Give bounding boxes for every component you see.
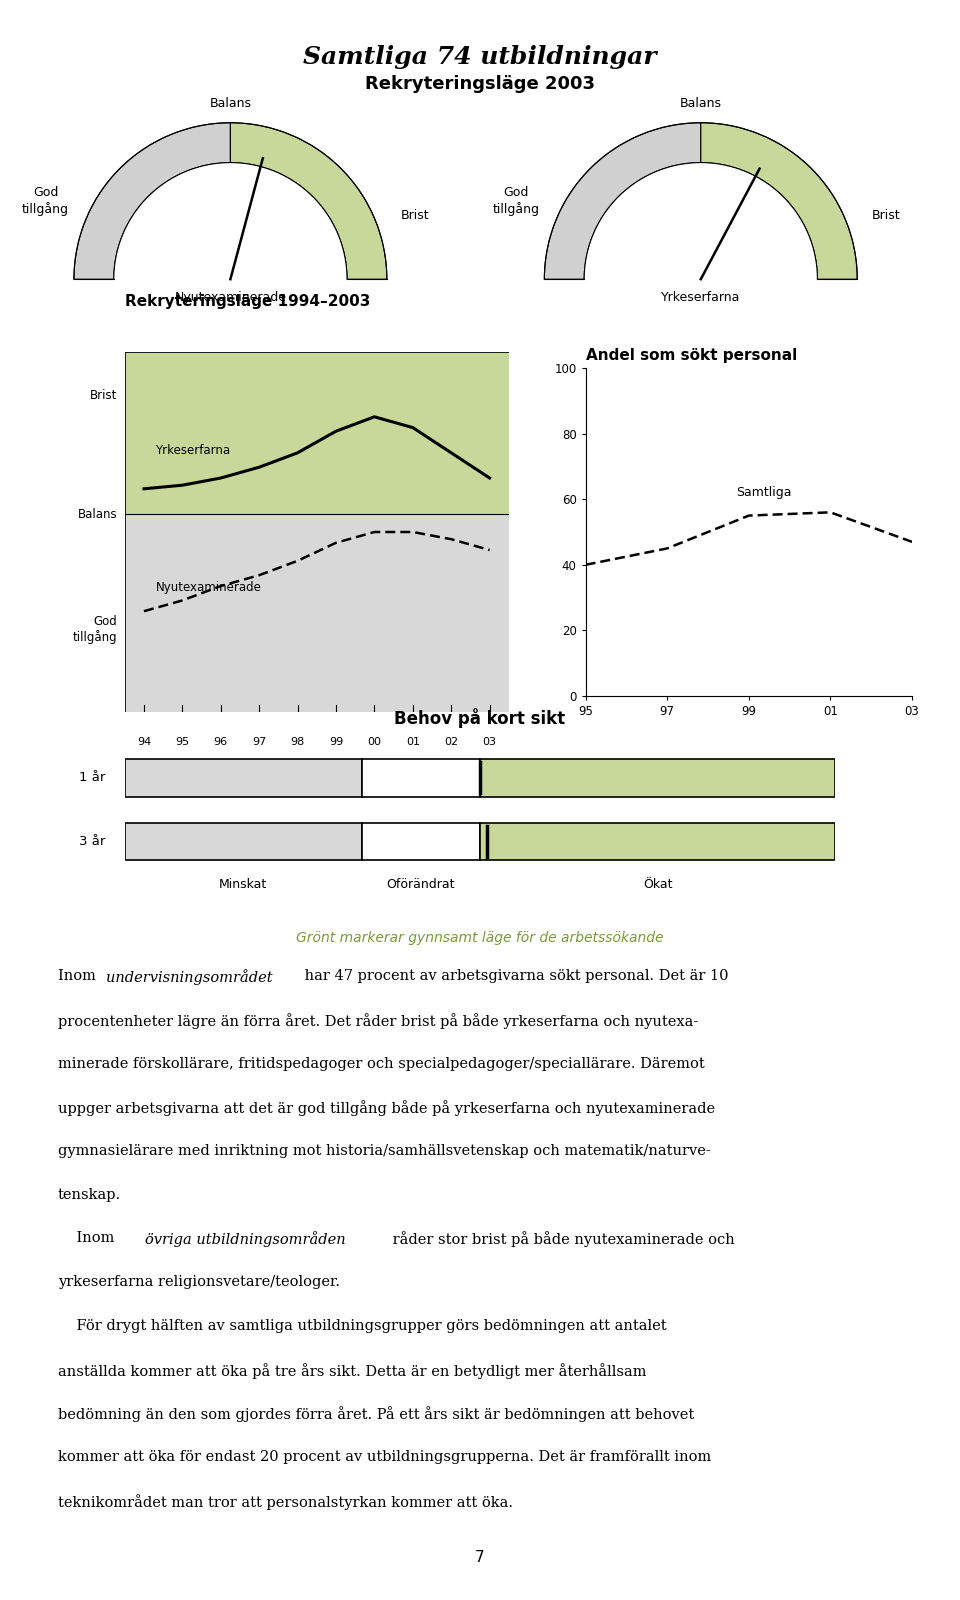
Text: Nyutexaminerade: Nyutexaminerade [175,291,286,304]
Text: Nyutexaminerade: Nyutexaminerade [156,581,261,594]
Bar [125,758,362,797]
Text: Yrkeserfarna: Yrkeserfarna [661,291,740,304]
Text: Samtliga: Samtliga [736,486,792,499]
Text: Balans: Balans [680,98,722,110]
Text: 98: 98 [291,738,304,747]
Text: Rekryteringsläge 2003: Rekryteringsläge 2003 [365,75,595,93]
Wedge shape [544,123,701,278]
Text: Inom: Inom [58,970,100,982]
Text: Rekryteringsläge 1994–2003: Rekryteringsläge 1994–2003 [125,294,371,309]
Text: Behov på kort sikt: Behov på kort sikt [395,709,565,728]
Wedge shape [701,123,857,278]
Bar [125,822,362,861]
Text: gymnasielärare med inriktning mot historia/samhällsvetenskap och matematik/natur: gymnasielärare med inriktning mot histor… [58,1144,710,1158]
Text: 01: 01 [406,738,420,747]
Text: 95: 95 [176,738,189,747]
Text: 03: 03 [483,738,496,747]
Text: anställda kommer att öka på tre års sikt. Detta är en betydligt mer återhållsam: anställda kommer att öka på tre års sikt… [58,1363,646,1379]
Text: God
tillgång: God tillgång [22,186,69,216]
Text: råder stor brist på både nyutexaminerade och: råder stor brist på både nyutexaminerade… [388,1232,734,1248]
Text: God
tillgång: God tillgång [73,614,117,643]
Text: undervisningsområdet: undervisningsområdet [107,970,273,986]
Bar [125,514,509,712]
Bar [480,758,835,797]
Text: 3 år: 3 år [80,835,106,848]
Text: 1 år: 1 år [80,771,106,784]
Text: Yrkeserfarna: Yrkeserfarna [156,445,230,458]
Wedge shape [74,123,230,278]
Text: 99: 99 [329,738,343,747]
Bar [362,758,480,797]
Text: Brist: Brist [89,389,117,402]
Text: Balans: Balans [78,507,117,520]
Text: övriga utbildningsområden: övriga utbildningsområden [145,1232,346,1248]
Text: 94: 94 [137,738,151,747]
Text: Balans: Balans [209,98,252,110]
Text: tenskap.: tenskap. [58,1187,121,1202]
Text: 7: 7 [475,1550,485,1565]
Wedge shape [230,123,387,278]
Bar [480,822,835,861]
Text: Inom: Inom [58,1232,119,1245]
Text: Oförändrat: Oförändrat [387,877,455,891]
Bar [362,822,480,861]
Text: Samtliga 74 utbildningar: Samtliga 74 utbildningar [303,45,657,69]
Text: 02: 02 [444,738,458,747]
Text: Minskat: Minskat [219,877,267,891]
Text: Brist: Brist [872,208,900,222]
Text: teknikområdet man tror att personalstyrkan kommer att öka.: teknikområdet man tror att personalstyrk… [58,1494,513,1510]
Text: yrkeserfarna religionsvetare/teologer.: yrkeserfarna religionsvetare/teologer. [58,1275,340,1290]
Text: minerade förskollärare, fritidspedagoger och specialpedagoger/speciallärare. Där: minerade förskollärare, fritidspedagoger… [58,1056,705,1070]
Text: har 47 procent av arbetsgivarna sökt personal. Det är 10: har 47 procent av arbetsgivarna sökt per… [300,970,729,982]
Text: uppger arbetsgivarna att det är god tillgång både på yrkeserfarna och nyutexamin: uppger arbetsgivarna att det är god till… [58,1101,715,1117]
Text: kommer att öka för endast 20 procent av utbildningsgrupperna. Det är framförallt: kommer att öka för endast 20 procent av … [58,1450,710,1464]
Text: Grönt markerar gynnsamt läge för de arbetssökande: Grönt markerar gynnsamt läge för de arbe… [297,931,663,946]
Circle shape [585,163,817,395]
Text: God
tillgång: God tillgång [492,186,540,216]
Circle shape [114,163,347,395]
Text: 96: 96 [214,738,228,747]
Text: För drygt hälften av samtliga utbildningsgrupper görs bedömningen att antalet: För drygt hälften av samtliga utbildning… [58,1318,666,1333]
Text: 00: 00 [368,738,381,747]
Text: Brist: Brist [401,208,430,222]
Text: bedömning än den som gjordes förra året. På ett års sikt är bedömningen att beho: bedömning än den som gjordes förra året.… [58,1406,694,1422]
Text: Andel som sökt personal: Andel som sökt personal [586,347,797,363]
Text: procentenheter lägre än förra året. Det råder brist på både yrkeserfarna och nyu: procentenheter lägre än förra året. Det … [58,1013,698,1029]
Text: Ökat: Ökat [643,877,672,891]
Bar [125,352,509,514]
Text: 97: 97 [252,738,266,747]
